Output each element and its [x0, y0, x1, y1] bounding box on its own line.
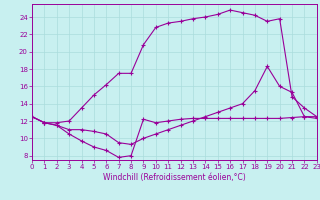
X-axis label: Windchill (Refroidissement éolien,°C): Windchill (Refroidissement éolien,°C)	[103, 173, 246, 182]
